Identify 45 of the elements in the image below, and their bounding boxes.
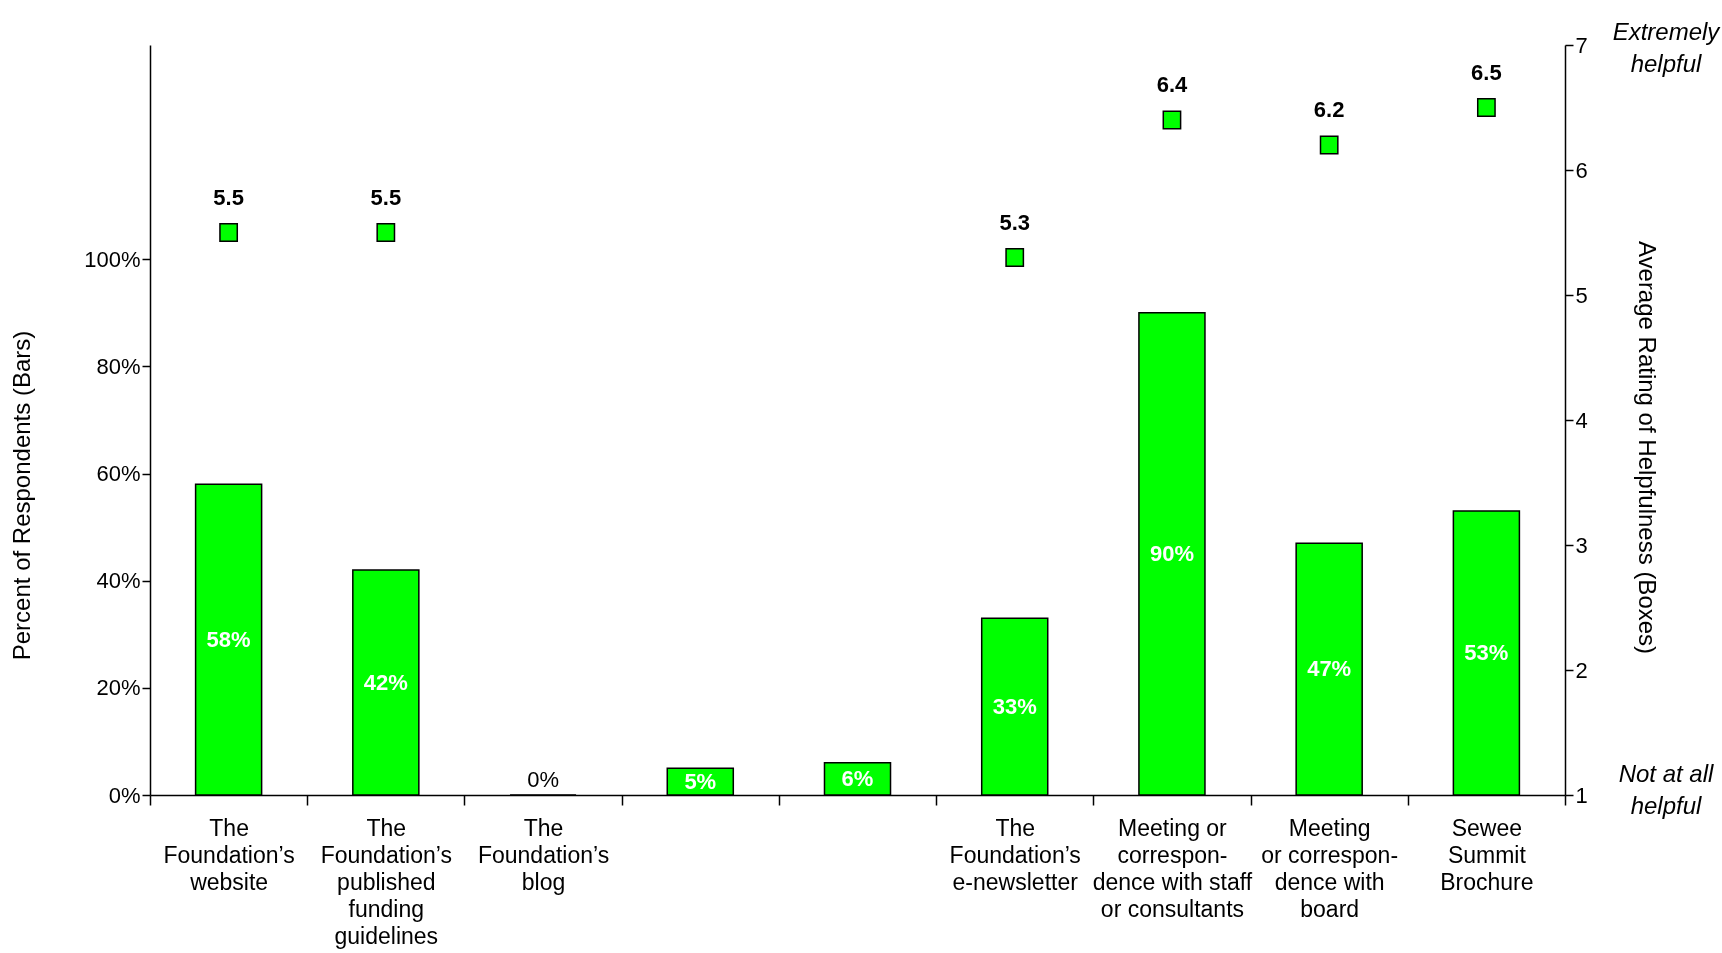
data-label: 58% xyxy=(206,626,251,652)
x-tick-label: Meeting or correspon- dence with board xyxy=(1261,814,1399,922)
y-tick-label: 60% xyxy=(96,461,141,487)
data-label: 5.3 xyxy=(999,209,1031,235)
y2-tick-label: 4 xyxy=(1575,407,1588,433)
point xyxy=(376,223,396,242)
data-label: 5.5 xyxy=(370,184,402,210)
y-axis-title: Percent of Respondents (Bars) xyxy=(7,330,35,661)
data-label: 0% xyxy=(527,767,559,792)
y2-tick-label: 1 xyxy=(1575,782,1588,808)
point xyxy=(1319,135,1339,155)
x-tick-label: Sewee Summit Brochure xyxy=(1440,814,1534,895)
data-label: 6% xyxy=(841,765,874,791)
y-tick-label: 80% xyxy=(96,353,141,379)
x-tick-label: The Foundation’s e-newsletter xyxy=(949,814,1081,895)
x-tick-label: The Foundation’s website xyxy=(163,814,295,895)
y-tick-label: 20% xyxy=(96,675,141,701)
text: Extremely helpful xyxy=(1612,18,1722,77)
point xyxy=(1162,110,1182,130)
y-tick-label: 100% xyxy=(84,246,141,272)
data-label: 90% xyxy=(1149,540,1194,566)
data-label: 6.5 xyxy=(1471,59,1502,85)
data-label: 42% xyxy=(363,669,408,695)
y2-tick-label: 6 xyxy=(1575,157,1588,183)
data-label: 33% xyxy=(992,693,1037,719)
text: Not at all helpful xyxy=(1618,760,1715,819)
data-label: 5.5 xyxy=(213,184,244,210)
x-tick-label: The Foundation’s published funding guidelines xyxy=(320,814,452,949)
data-label: 5% xyxy=(684,768,717,794)
x-tick-label: The Foundation’s blog xyxy=(477,814,610,895)
x-tick-label: Meeting or correspon- dence with staff or consultants xyxy=(1092,814,1253,922)
y2-tick-label: 5 xyxy=(1575,282,1588,308)
data-label: 53% xyxy=(1464,640,1509,666)
y2-axis-title: Average Rating of Helpfulness (Boxes) xyxy=(1633,240,1661,655)
y-tick-label: 40% xyxy=(96,568,141,594)
point xyxy=(1476,98,1496,117)
point xyxy=(1005,248,1025,267)
point xyxy=(219,223,239,242)
data-label: 47% xyxy=(1307,656,1352,682)
y2-tick-label: 7 xyxy=(1575,32,1588,58)
data-label: 6.4 xyxy=(1156,72,1188,97)
data-label: 6.2 xyxy=(1313,97,1345,122)
y2-tick-label: 3 xyxy=(1575,532,1588,558)
y2-tick-label: 2 xyxy=(1575,657,1588,683)
y-tick-label: 0% xyxy=(108,782,141,808)
